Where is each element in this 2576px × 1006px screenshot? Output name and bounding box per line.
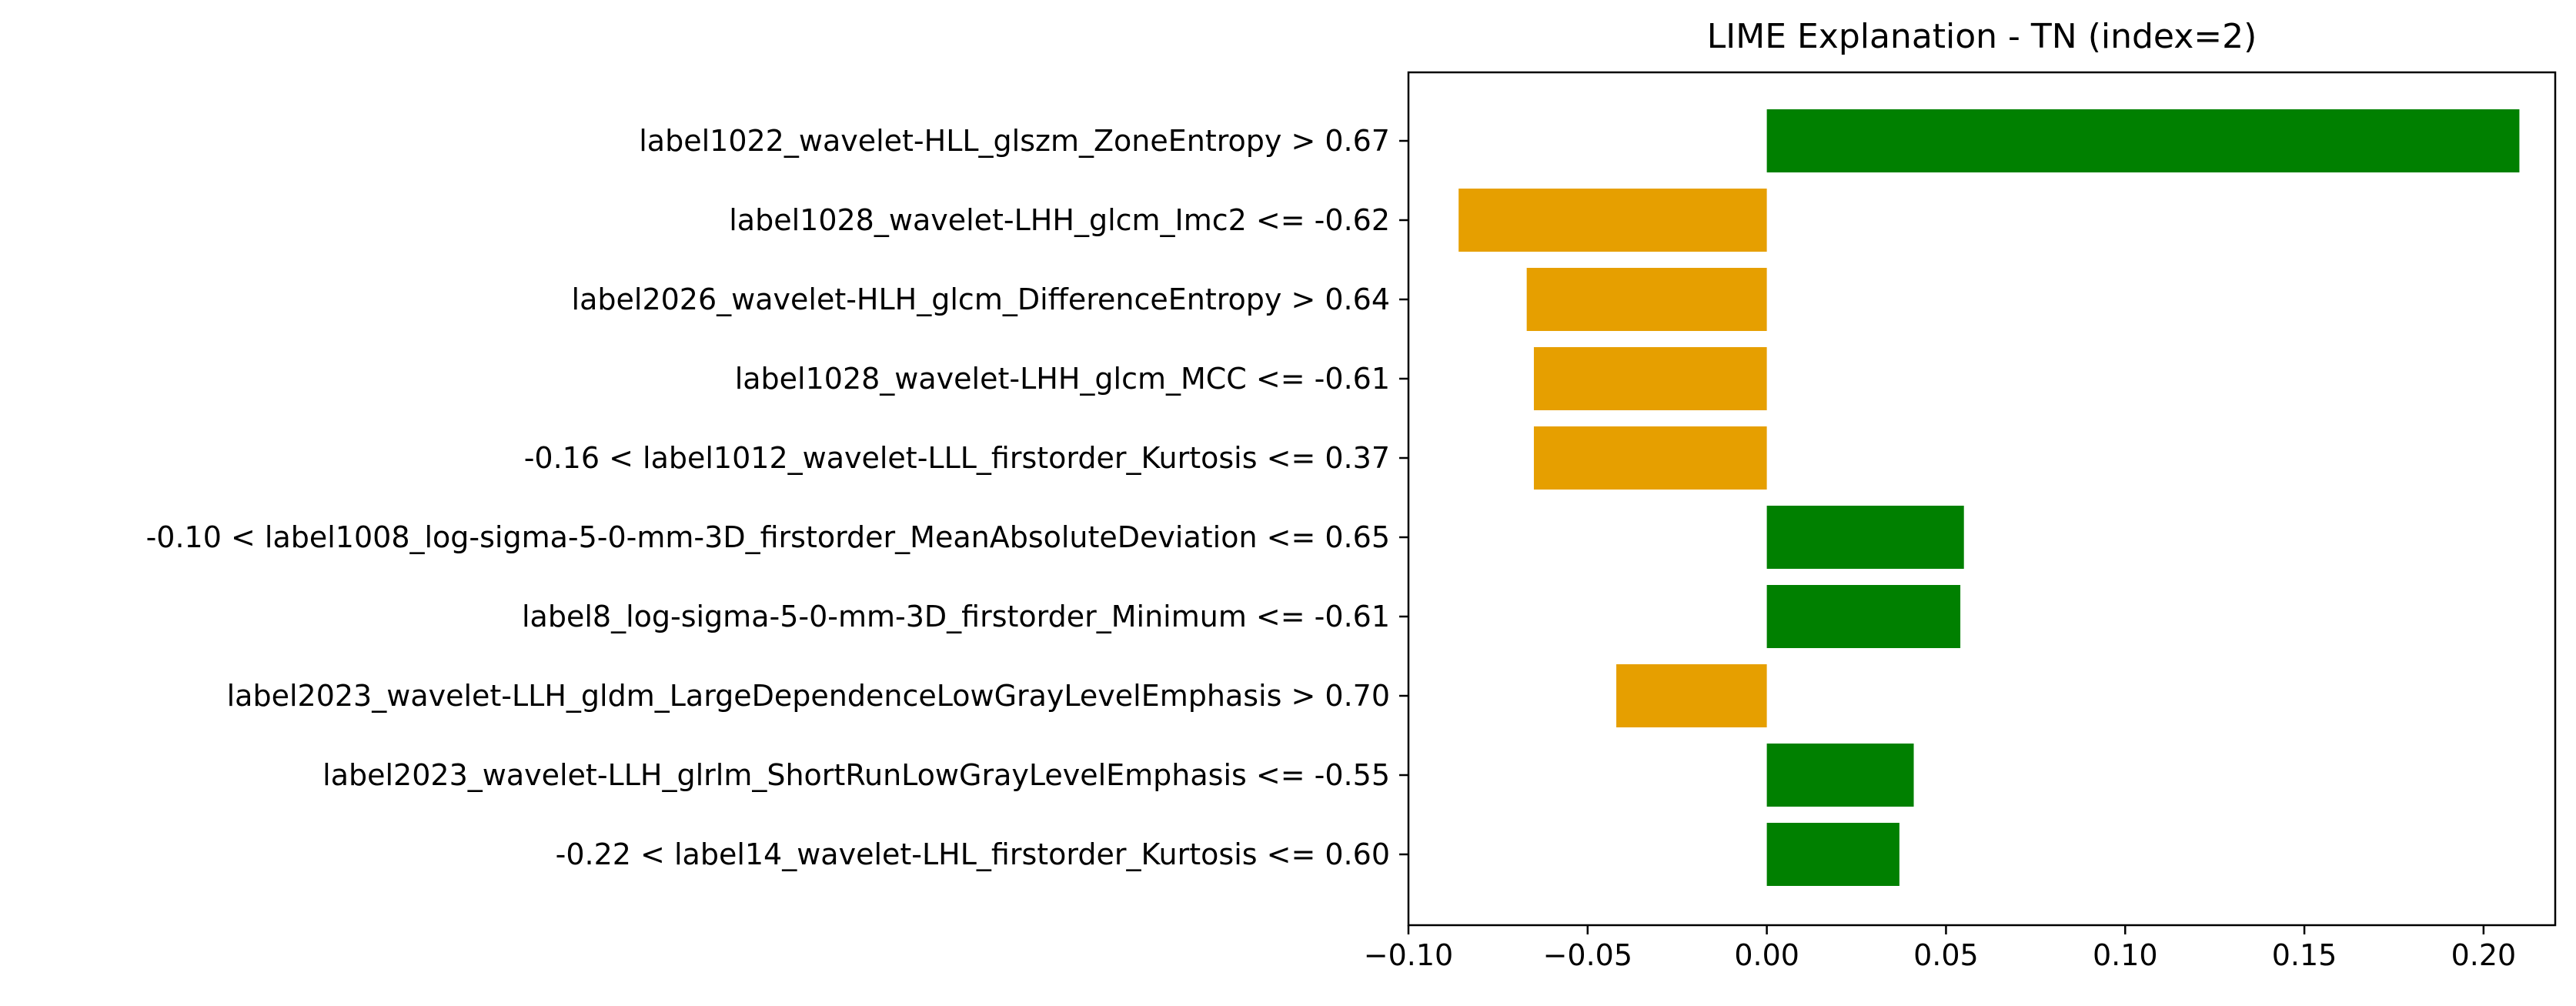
x-tick-label: −0.10 xyxy=(1364,938,1453,972)
y-tick-label: label1022_wavelet-HLL_glszm_ZoneEntropy … xyxy=(639,124,1390,158)
bar-4 xyxy=(1533,347,1767,410)
x-tick-label: 0.05 xyxy=(1913,938,1979,972)
bar-6 xyxy=(1766,506,1964,569)
plot-frame xyxy=(1407,71,2557,927)
x-tick-label: 0.10 xyxy=(2093,938,2158,972)
y-tick-labels: label1022_wavelet-HLL_glszm_ZoneEntropy … xyxy=(146,124,1408,871)
y-tick-label: -0.16 < label1012_wavelet-LLL_firstorder… xyxy=(524,441,1390,475)
x-axis-ticks: −0.10 −0.05 0.00 0.05 0.10 0.15 0.20 xyxy=(1364,925,2516,972)
bar-2 xyxy=(1458,189,1767,252)
x-tick-label: −0.05 xyxy=(1543,938,1632,972)
x-tick-label: 0.00 xyxy=(1734,938,1799,972)
bar-3 xyxy=(1526,268,1767,331)
y-tick-label: label2026_wavelet-HLH_glcm_DifferenceEnt… xyxy=(572,282,1390,316)
y-tick-label: label1028_wavelet-LHH_glcm_Imc2 <= -0.62 xyxy=(729,203,1390,237)
chart-title: LIME Explanation - TN (index=2) xyxy=(1707,17,2257,56)
y-tick-label: label2023_wavelet-LLH_glrlm_ShortRunLowG… xyxy=(322,758,1390,792)
y-tick-label: label1028_wavelet-LHH_glcm_MCC <= -0.61 xyxy=(735,362,1390,396)
x-tick-label: 0.15 xyxy=(2272,938,2337,972)
bars-layer xyxy=(1458,109,2520,886)
y-tick-label: label8_log-sigma-5-0-mm-3D_firstorder_Mi… xyxy=(522,600,1390,633)
bar-10 xyxy=(1766,823,1899,886)
bar-9 xyxy=(1766,744,1914,807)
bar-1 xyxy=(1766,109,2520,172)
x-tick-label: 0.20 xyxy=(2451,938,2517,972)
y-tick-label: -0.10 < label1008_log-sigma-5-0-mm-3D_fi… xyxy=(146,520,1390,554)
bar-7 xyxy=(1766,585,1961,648)
y-tick-label: -0.22 < label14_wavelet-LHL_firstorder_K… xyxy=(556,837,1390,871)
bar-5 xyxy=(1533,426,1767,490)
bar-8 xyxy=(1616,664,1767,727)
y-tick-label: label2023_wavelet-LLH_gldm_LargeDependen… xyxy=(227,679,1390,713)
